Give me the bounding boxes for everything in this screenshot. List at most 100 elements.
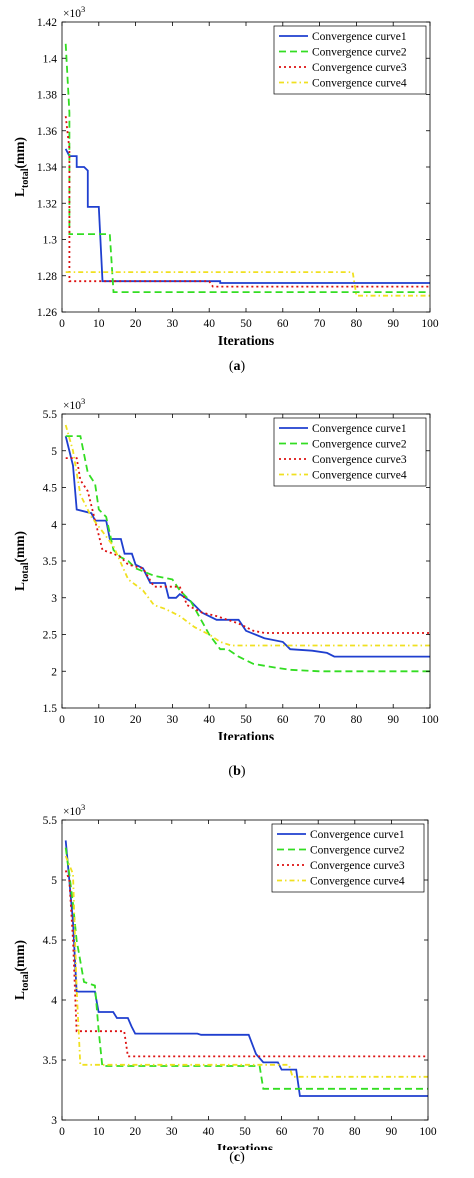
caption-close: ): [240, 359, 246, 374]
x-tick-label: 80: [349, 1126, 361, 1138]
x-tick-label: 0: [59, 318, 65, 330]
y-tick-label: 4.5: [43, 935, 58, 947]
y-tick-label: 4.5: [43, 483, 58, 495]
y-tick-label: 5.5: [43, 815, 58, 827]
x-tick-label: 100: [419, 1126, 437, 1138]
legend-label-4: Convergence curve4: [310, 876, 405, 888]
y-tick-label: 1.42: [37, 17, 57, 29]
y-tick-label: 1.36: [37, 126, 57, 138]
series-line-2: [64, 847, 428, 1090]
series-line-2: [64, 43, 430, 294]
legend-box: [271, 823, 425, 893]
legend-label-3: Convergence curve3: [312, 454, 407, 466]
chart-panel-b: 0 10 20 30 40 50 60 70 80 90 100 1.5 2 2.5 3 3.5 4 4.5 5 5.…: [0, 390, 474, 740]
x-tick-label: 30: [167, 714, 179, 726]
caption-close: ): [240, 1150, 245, 1165]
x-tick-label: 70: [314, 318, 326, 330]
x-tick-label: 20: [129, 1126, 141, 1138]
y-tick-label: 2: [51, 666, 57, 678]
y-tick-label: 3.5: [43, 556, 58, 568]
y-tick-label: 1.5: [43, 703, 58, 715]
x-tick-label: 10: [93, 714, 105, 726]
x-tick-label: 50: [240, 714, 252, 726]
figure-caption-a: (a): [0, 359, 474, 375]
x-tick-label: 40: [203, 714, 215, 726]
y-tick-label: 5: [51, 875, 57, 887]
legend-label-1: Convergence curve1: [312, 423, 407, 435]
series-line-1: [64, 840, 428, 1097]
caption-open: (: [229, 1150, 234, 1165]
x-tick-label: 40: [203, 1126, 215, 1138]
series-line-3: [64, 116, 430, 288]
x-tick-label: 50: [239, 1126, 251, 1138]
x-tick-label: 80: [351, 714, 363, 726]
y-exponent-label: ×103: [63, 802, 85, 818]
chart-panel-a: 0 10 20 30 40 50 60 70 80 90 100 1.26 1.28 1.3 1.32 1.3…: [0, 0, 474, 350]
x-tick-label: 100: [421, 714, 439, 726]
x-tick-label: 60: [277, 318, 289, 330]
y-tick-label: 1.34: [37, 162, 57, 174]
chart-panel-c: 0 10 20 30 40 50 60 70 80 90 100 3 3.5 4 4.5 5 5.5 ×103 It…: [0, 790, 474, 1150]
x-tick-label: 10: [93, 318, 105, 330]
caption-letter: c: [233, 1150, 241, 1165]
y-axis-label: Ltotal(mm): [12, 137, 31, 197]
y-tick-label: 4: [51, 519, 57, 531]
legend-label-1: Convergence curve1: [310, 829, 405, 841]
x-tick-label: 70: [314, 714, 326, 726]
y-tick-label: 1.26: [37, 307, 57, 319]
caption-open: (: [228, 359, 234, 374]
convergence-chart-a: 0 10 20 30 40 50 60 70 80 90 100 1.26 1.28 1.3 1.32 1.3…: [12, 4, 439, 348]
convergence-chart-c: 0 10 20 30 40 50 60 70 80 90 100 3 3.5 4 4.5 5 5.5 ×103 It…: [12, 802, 437, 1150]
legend-label-1: Convergence curve1: [312, 31, 407, 43]
y-exponent-label: ×103: [63, 4, 85, 20]
caption-letter: b: [233, 764, 241, 779]
y-tick-label: 1.32: [37, 198, 57, 210]
x-axis-label: Iterations: [218, 729, 274, 740]
y-tick-label: 5.5: [43, 409, 58, 421]
series-line-3: [65, 457, 430, 634]
y-tick-label: 2.5: [43, 630, 58, 642]
x-tick-label: 80: [351, 318, 363, 330]
figure-caption-b: (b): [0, 764, 474, 780]
x-axis-label: Iterations: [217, 1141, 273, 1150]
series-line-3: [64, 870, 428, 1058]
series-line-1: [64, 148, 430, 284]
x-tick-label: 20: [130, 714, 142, 726]
legend-label-2: Convergence curve2: [310, 845, 405, 857]
y-tick-label: 3: [51, 1115, 57, 1127]
x-tick-label: 70: [312, 1126, 324, 1138]
y-tick-label: 3: [51, 593, 57, 605]
y-tick-label: 1.38: [37, 90, 57, 102]
x-tick-label: 90: [387, 318, 399, 330]
x-tick-label: 30: [166, 1126, 178, 1138]
x-tick-label: 0: [59, 1126, 65, 1138]
caption-open: (: [228, 764, 234, 779]
y-tick-label: 5: [51, 446, 57, 458]
legend-label-2: Convergence curve2: [312, 47, 407, 59]
series-line-2: [65, 435, 430, 673]
x-tick-label: 40: [203, 318, 215, 330]
legend-box: [273, 417, 427, 487]
x-tick-label: 90: [386, 1126, 398, 1138]
x-tick-label: 60: [276, 1126, 288, 1138]
y-tick-label: 1.28: [37, 271, 57, 283]
series-line-1: [64, 435, 430, 658]
figure-caption-c: (c): [0, 1150, 474, 1166]
y-tick-label: 3.5: [43, 1055, 58, 1067]
y-exponent-label: ×103: [63, 396, 85, 412]
legend-label-2: Convergence curve2: [312, 439, 407, 451]
y-axis-label: Ltotal(mm): [12, 531, 31, 591]
x-tick-label: 90: [387, 714, 399, 726]
y-tick-label: 1.4: [43, 53, 58, 65]
x-tick-label: 30: [167, 318, 179, 330]
caption-letter: a: [233, 359, 241, 374]
x-tick-label: 10: [93, 1126, 105, 1138]
legend-label-4: Convergence curve4: [312, 470, 407, 482]
x-tick-label: 60: [277, 714, 289, 726]
legend-label-4: Convergence curve4: [312, 78, 407, 90]
x-axis-label: Iterations: [218, 333, 274, 348]
legend-label-3: Convergence curve3: [312, 62, 407, 74]
caption-close: ): [240, 764, 246, 779]
x-tick-label: 0: [59, 714, 65, 726]
x-tick-label: 50: [240, 318, 252, 330]
